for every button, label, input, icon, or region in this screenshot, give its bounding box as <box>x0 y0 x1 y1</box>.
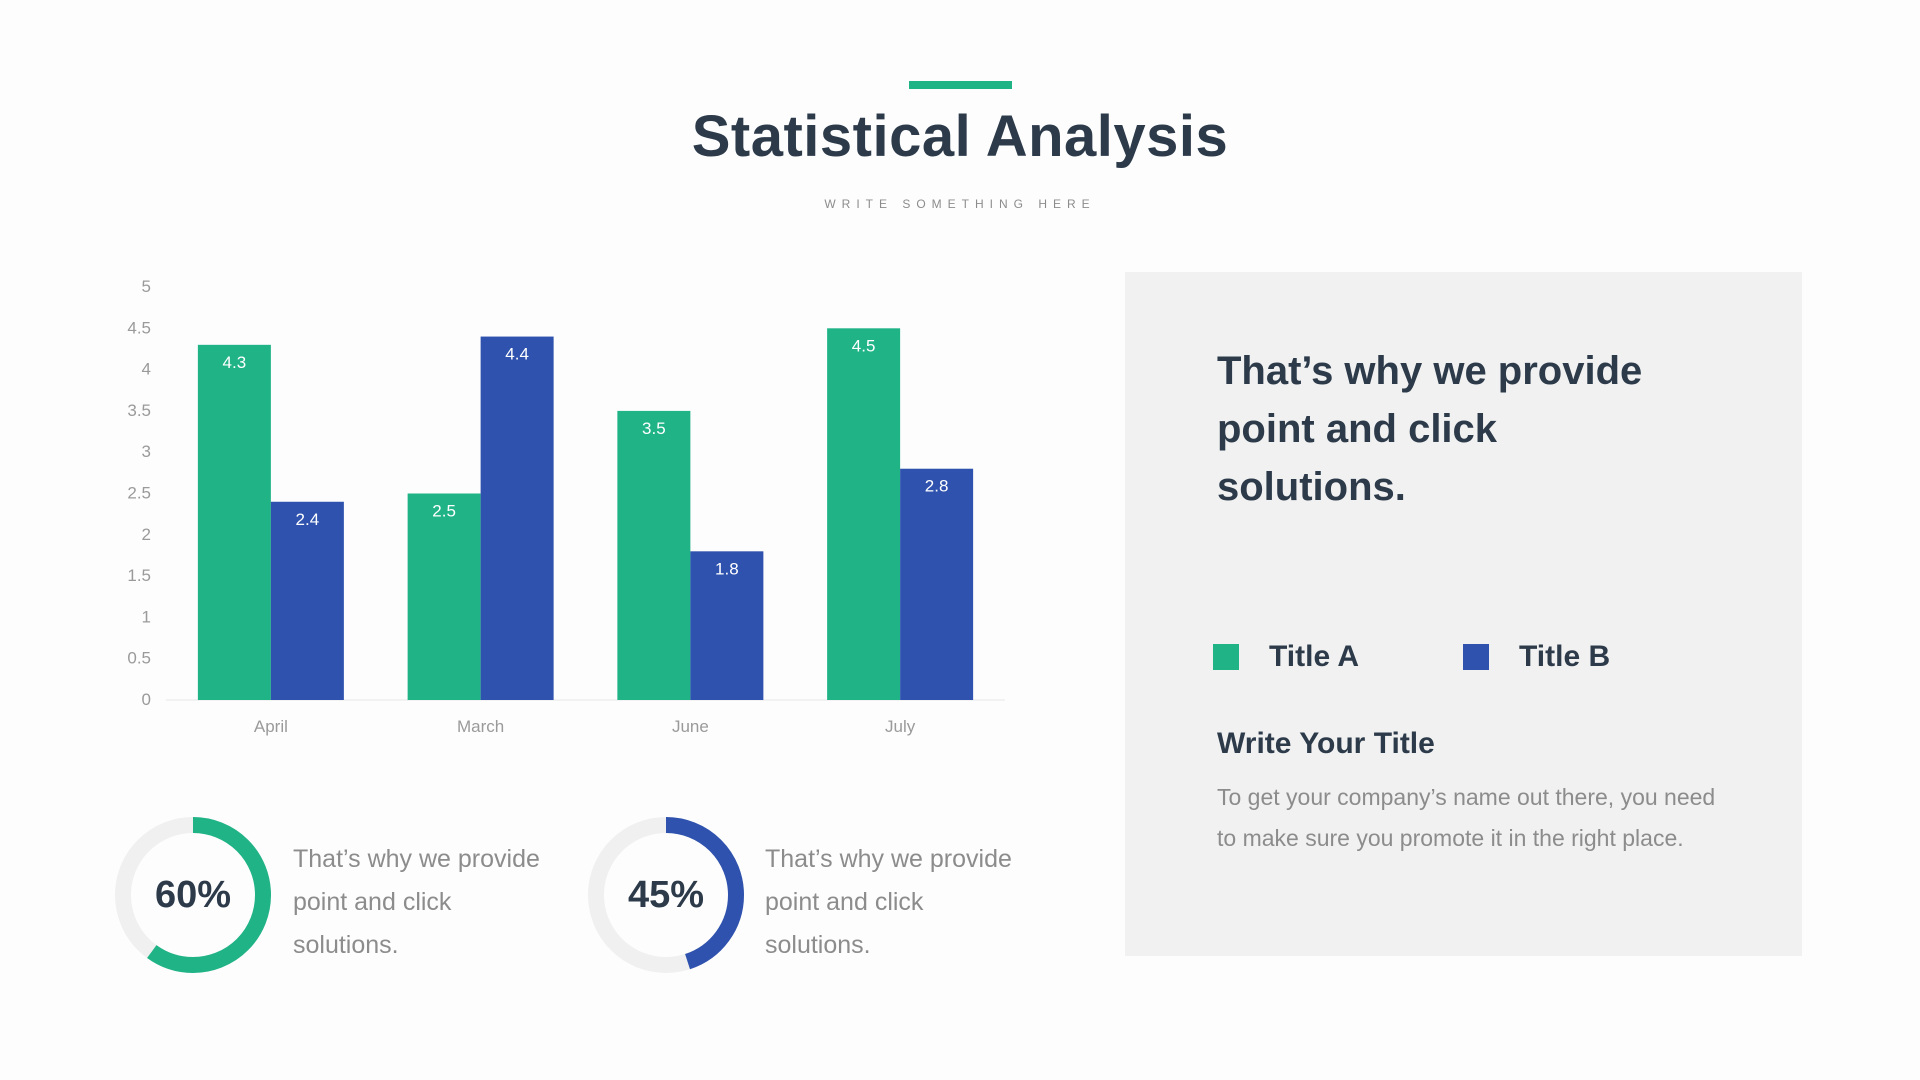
bar-data-label: 2.5 <box>432 502 456 521</box>
y-tick-label: 4 <box>142 360 151 379</box>
bar <box>407 493 481 700</box>
x-tick-label: March <box>457 717 504 736</box>
stat-donut-2: 45% <box>586 815 746 975</box>
y-tick-label: 4.5 <box>127 318 151 337</box>
bar-data-label: 1.8 <box>715 559 739 578</box>
bar-data-label: 2.8 <box>925 477 949 496</box>
legend-item-title-a: Title A <box>1213 637 1359 677</box>
donut-ring-2 <box>588 817 744 973</box>
bar <box>827 328 901 700</box>
bar-chart: 0 0.5 1 1.5 2 2.5 3 3.5 4 4.5 5 4.3 2.4 April 2.5 4.4 Ma… <box>110 270 1030 750</box>
y-tick-label: 5 <box>142 277 151 296</box>
stat-donut-1: 60% <box>113 815 273 975</box>
legend-item-title-b: Title B <box>1463 637 1610 677</box>
donut-ring-1 <box>115 817 271 973</box>
bar-data-label: 4.4 <box>505 345 529 364</box>
panel-subtitle: Write Your Title <box>1217 727 1435 760</box>
y-tick-label: 2.5 <box>127 484 151 503</box>
bar <box>270 501 344 700</box>
stat-value-2: 45% <box>627 874 705 916</box>
bar-data-label: 3.5 <box>642 419 666 438</box>
y-tick-label: 1.5 <box>127 566 151 585</box>
y-tick-label: 3 <box>142 442 151 461</box>
y-tick-label: 0.5 <box>127 649 151 668</box>
stat-text-2: That’s why we provide point and click so… <box>765 845 1012 959</box>
legend-label-b: Title B <box>1519 640 1611 673</box>
donut-progress-arc <box>115 817 271 973</box>
bar-chart-svg: 0 0.5 1 1.5 2 2.5 3 3.5 4 4.5 5 4.3 2.4 April 2.5 4.4 Ma… <box>127 277 1005 736</box>
x-tick-label: June <box>672 717 709 736</box>
legend-swatch-a <box>1213 644 1239 670</box>
legend-swatch-b <box>1463 644 1489 670</box>
panel-headline: That’s why we provide point and click so… <box>1217 349 1643 509</box>
stat-value-1: 60% <box>154 874 232 916</box>
bar-data-label: 4.3 <box>223 353 247 372</box>
page-title: Statistical Analysis <box>691 104 1229 169</box>
bar-data-label: 4.5 <box>852 336 876 355</box>
x-tick-label: April <box>254 717 288 736</box>
legend-label-a: Title A <box>1269 640 1360 673</box>
bar <box>900 468 974 700</box>
info-panel: That’s why we provide point and click so… <box>1125 272 1802 956</box>
x-tick-label: July <box>885 717 916 736</box>
bar <box>617 410 691 700</box>
bar-data-label: 2.4 <box>296 510 320 529</box>
bar <box>197 344 271 700</box>
panel-body-text: To get your company’s name out there, yo… <box>1217 784 1716 851</box>
bar <box>480 336 554 700</box>
title-accent-bar <box>909 81 1012 89</box>
y-tick-label: 3.5 <box>127 401 151 420</box>
bar <box>690 551 764 700</box>
stat-text-1: That’s why we provide point and click so… <box>293 845 540 959</box>
donut-progress-arc <box>588 817 744 973</box>
chart-legend: Title A Title B <box>1213 637 1733 677</box>
y-tick-label: 2 <box>142 525 151 544</box>
page-subtitle: WRITE SOMETHING HERE <box>824 197 1096 211</box>
y-tick-label: 1 <box>142 607 151 626</box>
y-tick-label: 0 <box>142 690 151 709</box>
